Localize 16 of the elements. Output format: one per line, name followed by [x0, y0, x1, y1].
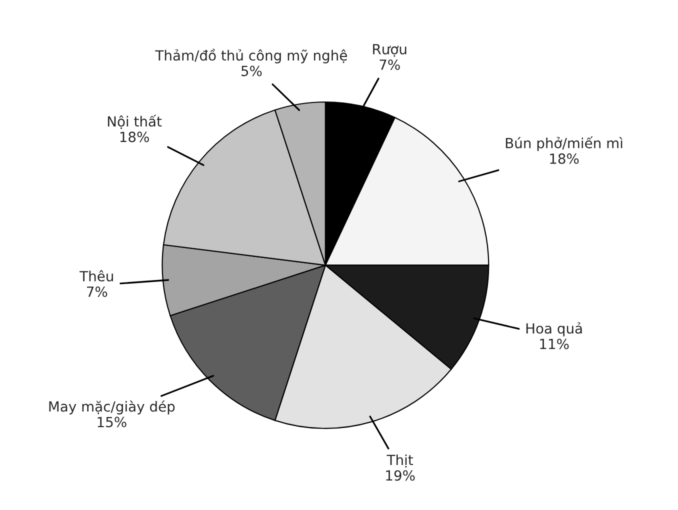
slice-label: Hoa quả	[526, 322, 582, 336]
data-label: 7%	[380, 59, 400, 70]
slice-label: Rượu	[373, 44, 406, 57]
slice-label: Thịt	[386, 454, 414, 468]
slice-label: Bún phở/miến mì	[506, 136, 622, 152]
data-label: 7%	[87, 286, 108, 297]
slice-label: Thảm/đồ thủ công mỹ nghệ	[155, 48, 347, 64]
data-label: 5%	[242, 66, 262, 76]
data-label: 18%	[120, 132, 149, 142]
data-label: 11%	[540, 338, 569, 350]
slice-label: Thêu	[80, 270, 113, 282]
slice-label: Nội thất	[108, 114, 162, 129]
data-label: 18%	[550, 153, 579, 164]
data-label: 19%	[386, 470, 415, 481]
slice-label: May mặc/giày dép	[49, 400, 175, 414]
data-label: 15%	[98, 416, 126, 428]
